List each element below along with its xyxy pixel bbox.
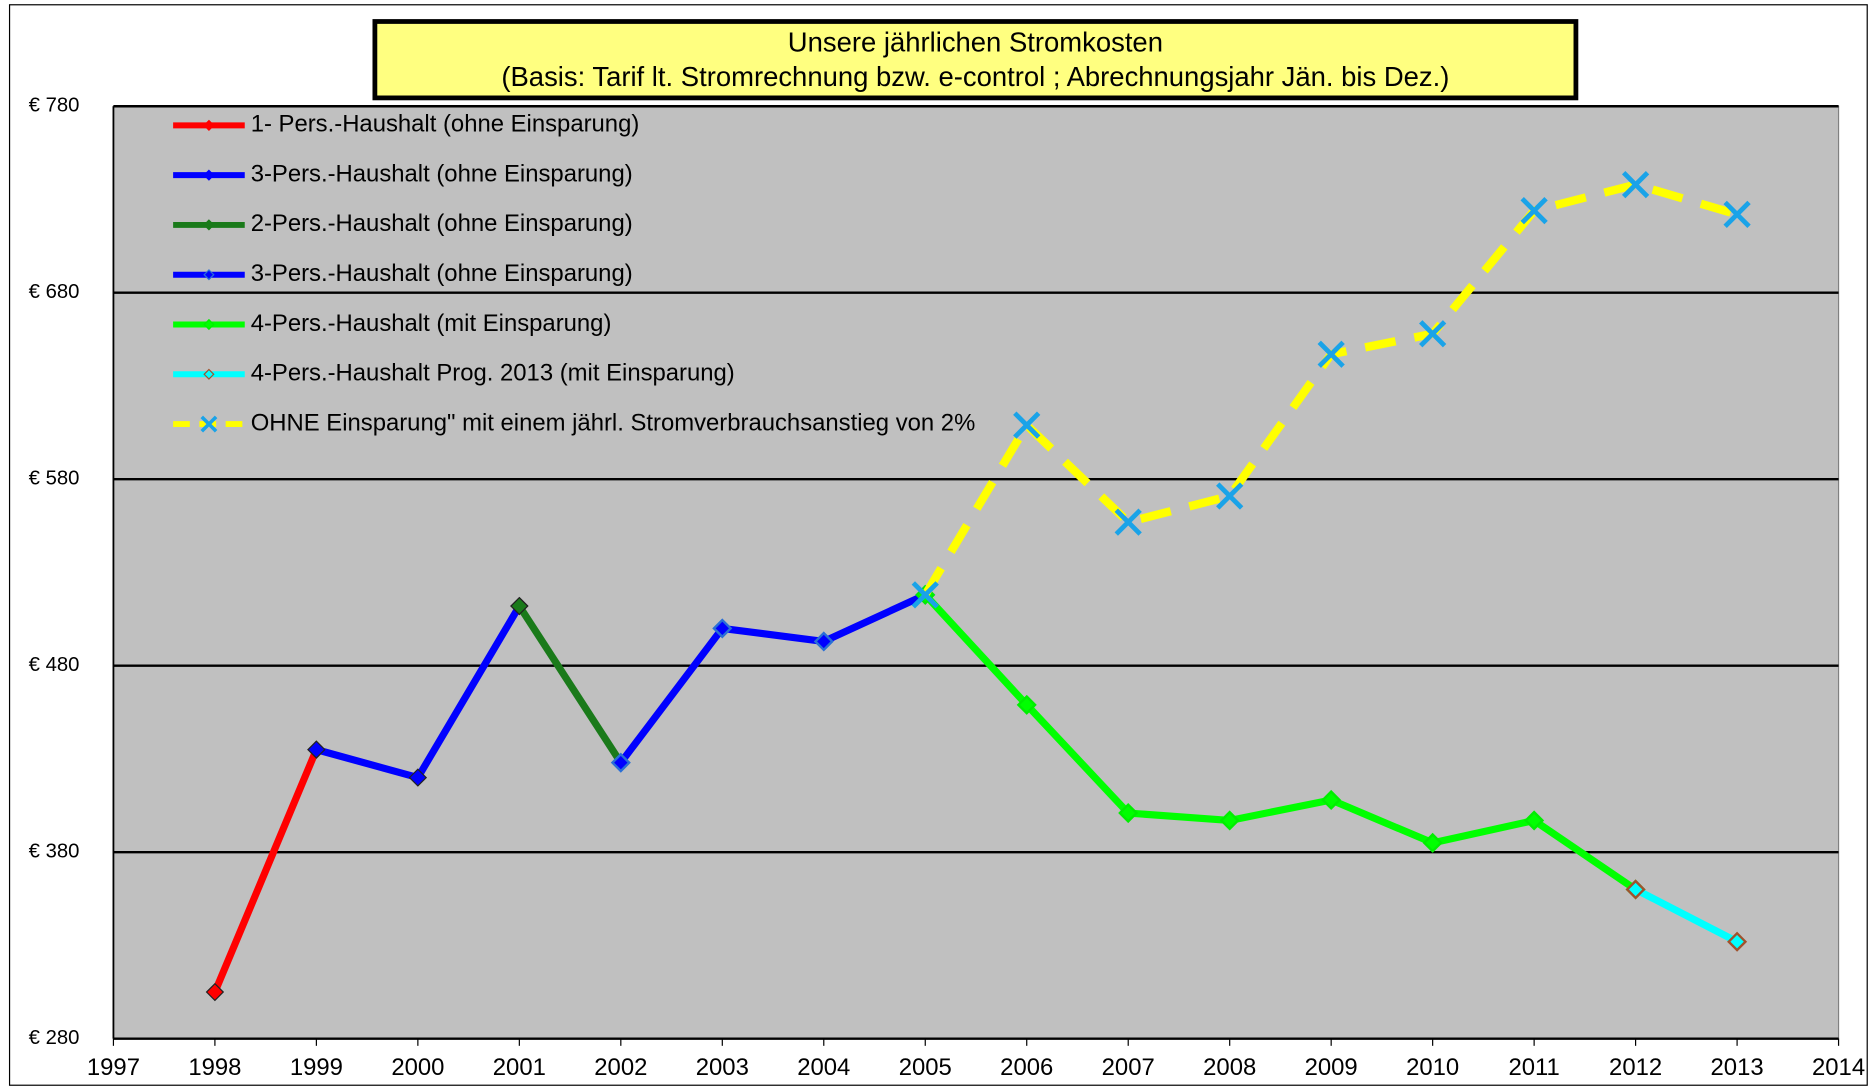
x-tick-label: 2009: [1305, 1054, 1358, 1081]
series-line: [617, 591, 927, 765]
x-tick-label: 1998: [188, 1054, 241, 1081]
marker: [307, 740, 326, 759]
series-line: [922, 592, 1638, 893]
marker: [1216, 482, 1244, 510]
marker: [1219, 810, 1240, 831]
legend-marker: [203, 269, 215, 281]
legend-label: 4-Pers.-Haushalt (mit Einsparung): [251, 310, 612, 337]
marker: [1422, 832, 1443, 853]
y-tick-label: € 380: [29, 841, 80, 863]
marker: [1419, 320, 1447, 348]
plot-area: [112, 105, 1840, 1040]
marker: [408, 768, 428, 787]
x-tick-label: 2002: [594, 1054, 647, 1081]
x-tick-label: 2007: [1102, 1054, 1155, 1081]
x-tick-label: 2001: [493, 1054, 546, 1081]
chart-title: Unsere jährlichen Stromkosten: [788, 26, 1163, 57]
x-tick-label: 1997: [87, 1054, 140, 1081]
marker: [1016, 694, 1037, 715]
legend-marker: [203, 368, 215, 380]
marker: [1621, 170, 1650, 199]
legend-label: OHNE Einsparung" mit einem jährl. Stromv…: [251, 409, 976, 436]
x-tick-label: 2003: [696, 1054, 749, 1081]
x-tick-label: 2004: [797, 1054, 850, 1081]
legend-label: 2-Pers.-Haushalt (ohne Einsparung): [251, 210, 633, 237]
marker: [510, 596, 529, 616]
y-tick-label: € 680: [29, 281, 80, 303]
series-line: [211, 748, 320, 994]
x-tick-label: 1999: [290, 1054, 343, 1081]
marker: [1723, 200, 1751, 229]
series-line: [516, 604, 624, 765]
series-line: [1633, 886, 1739, 945]
title-box: [372, 19, 1579, 101]
marker: [712, 618, 733, 639]
marker: [1118, 802, 1139, 824]
legend-label: 3-Pers.-Haushalt (ohne Einsparung): [251, 260, 633, 287]
x-tick-label: 2010: [1406, 1054, 1459, 1081]
legend-label: 3-Pers.-Haushalt (ohne Einsparung): [251, 160, 633, 187]
x-tick-label: 2014: [1812, 1054, 1865, 1081]
y-tick-label: € 580: [29, 468, 80, 490]
marker: [1625, 879, 1646, 900]
marker: [813, 631, 834, 652]
x-tick-label: 2008: [1203, 1054, 1256, 1081]
x-tick-label: 2006: [1000, 1054, 1053, 1081]
marker: [911, 581, 939, 609]
marker: [1321, 789, 1342, 811]
x-tick-label: 2012: [1609, 1054, 1662, 1081]
chart-subtitle: (Basis: Tarif lt. Stromrechnung bzw. e-c…: [501, 61, 1449, 92]
legend-label: 1- Pers.-Haushalt (ohne Einsparung): [251, 111, 640, 138]
legend-marker: [203, 318, 215, 331]
x-tick-label: 2011: [1508, 1054, 1559, 1081]
legend-marker: [203, 219, 215, 231]
legend-marker: [203, 119, 215, 131]
y-tick-label: € 280: [29, 1027, 80, 1049]
marker: [205, 982, 225, 1002]
marker: [1317, 340, 1345, 368]
marker: [1727, 931, 1748, 952]
x-tick-label: 2013: [1711, 1054, 1764, 1081]
x-tick-label: 2005: [899, 1054, 952, 1081]
x-tick-label: 2000: [391, 1054, 444, 1081]
marker: [1013, 411, 1041, 439]
legend-marker: [203, 169, 215, 181]
marker: [1114, 508, 1142, 536]
legend-label: 4-Pers.-Haushalt Prog. 2013 (mit Einspar…: [251, 360, 735, 387]
marker: [1520, 197, 1548, 225]
marker: [1524, 810, 1545, 831]
y-tick-label: € 780: [29, 95, 80, 117]
legend-marker: [200, 415, 218, 433]
y-tick-label: € 480: [29, 654, 80, 676]
marker: [610, 752, 631, 773]
